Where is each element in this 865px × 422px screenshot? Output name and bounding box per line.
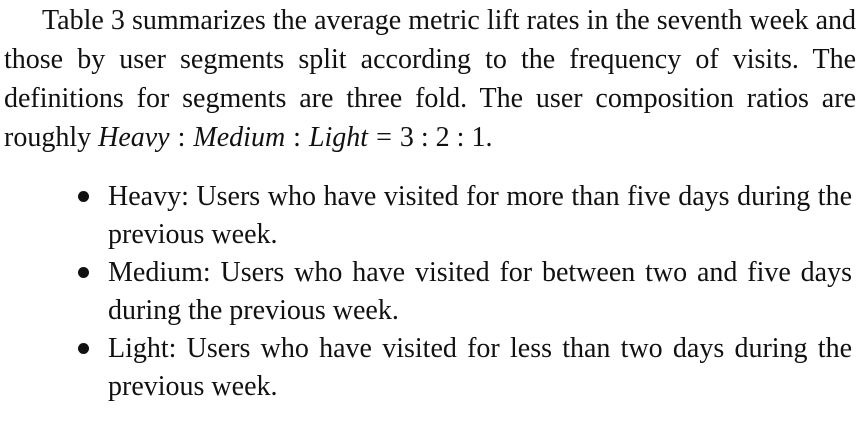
math-medium: Medium — [193, 122, 286, 153]
list-item-light: Light: Users who have visited for less t… — [78, 330, 852, 406]
math-equals: = — [376, 122, 392, 153]
math-period: . — [485, 122, 493, 153]
list-item-heavy: Heavy: Users who have visited for more t… — [78, 178, 852, 254]
bullet-text-light: Light: Users who have visited for less t… — [108, 333, 852, 402]
bullet-text-heavy: Heavy: Users who have visited for more t… — [108, 181, 852, 250]
bullet-text-medium: Medium: Users who have visited for betwe… — [108, 257, 852, 326]
document-body: Table 3 summarizes the average metric li… — [4, 0, 856, 157]
math-sep-1: : — [177, 122, 186, 153]
paragraph-text: Table 3 summarizes the average metric li… — [4, 5, 856, 153]
math-heavy: Heavy — [98, 122, 170, 153]
segment-paragraph: Table 3 summarizes the average metric li… — [4, 0, 856, 157]
ratio-formula: Heavy: Medium: Light = 3 : 2 : 1. — [98, 122, 492, 153]
bullet-icon — [78, 191, 89, 202]
segment-definitions-list: Heavy: Users who have visited for more t… — [78, 178, 852, 406]
math-sep-2: : — [293, 122, 301, 153]
bullet-icon — [78, 267, 89, 278]
bullet-icon — [78, 343, 89, 354]
list-item-medium: Medium: Users who have visited for betwe… — [78, 254, 852, 330]
math-light: Light — [308, 122, 369, 153]
math-ratio: 3 : 2 : 1 — [399, 122, 486, 153]
